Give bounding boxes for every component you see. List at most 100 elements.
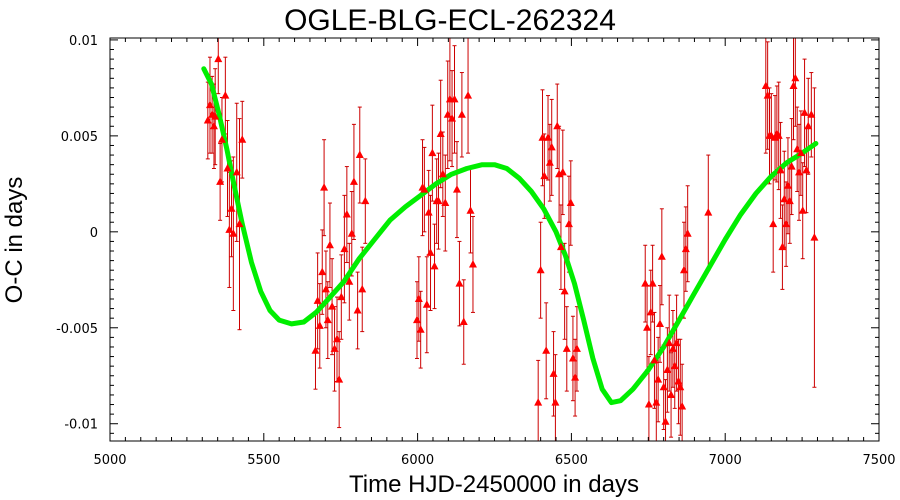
data-point-marker-79 xyxy=(560,286,569,295)
data-point-marker-94 xyxy=(655,319,664,327)
data-point-marker-32 xyxy=(345,277,354,285)
data-point-marker-28 xyxy=(335,375,344,383)
data-point-marker-125 xyxy=(787,162,796,170)
data-point-marker-96 xyxy=(659,382,668,391)
data-point-marker-8 xyxy=(217,135,226,143)
y-axis-ticks: -0.01 -0.005 0 0.005 0.01 xyxy=(56,34,879,434)
data-point-marker-40 xyxy=(414,294,423,302)
data-point-marker-23 xyxy=(323,315,332,324)
data-point-marker-136 xyxy=(810,233,819,241)
data-point-marker-45 xyxy=(424,208,433,216)
data-point-marker-103 xyxy=(672,338,681,347)
data-point-marker-124 xyxy=(785,196,794,205)
data-point-marker-100 xyxy=(667,390,676,398)
data-point-marker-11 xyxy=(225,225,234,233)
data-point-6 xyxy=(216,38,221,95)
data-point-marker-132 xyxy=(800,108,809,116)
data-point-marker-73 xyxy=(549,369,558,377)
data-point-marker-101 xyxy=(668,344,677,352)
data-point-marker-64 xyxy=(468,259,477,268)
data-point-marker-29 xyxy=(337,292,346,301)
data-point-marker-48 xyxy=(430,261,439,270)
data-point-marker-36 xyxy=(355,150,364,159)
data-point-marker-43 xyxy=(420,185,429,193)
data-point-marker-5 xyxy=(211,112,220,120)
data-point-marker-33 xyxy=(347,229,356,237)
data-point-marker-50 xyxy=(434,196,443,205)
data-point-marker-46 xyxy=(426,248,435,256)
y-tick-label: 0.005 xyxy=(61,130,98,145)
data-point-marker-68 xyxy=(540,171,549,180)
data-point-marker-116 xyxy=(771,133,780,141)
data-point-127 xyxy=(793,38,798,127)
data-point-marker-91 xyxy=(650,355,659,364)
data-point-marker-37 xyxy=(358,284,367,293)
data-point-marker-131 xyxy=(798,206,807,214)
data-point-marker-7 xyxy=(216,177,225,185)
data-point-marker-56 xyxy=(448,114,457,122)
data-point-marker-126 xyxy=(789,81,798,89)
data-point-marker-31 xyxy=(342,210,351,218)
data-point-marker-53 xyxy=(441,198,450,207)
data-point-marker-97 xyxy=(661,417,670,425)
data-point-marker-109 xyxy=(683,229,692,237)
data-point-marker-57 xyxy=(450,94,459,103)
data-point-marker-41 xyxy=(416,325,425,333)
data-point-marker-75 xyxy=(553,121,562,130)
data-point-marker-72 xyxy=(547,142,556,151)
data-point-marker-133 xyxy=(802,165,811,174)
data-point-marker-54 xyxy=(443,110,452,118)
data-point-marker-71 xyxy=(545,158,554,166)
data-point-marker-78 xyxy=(558,167,567,176)
y-axis-label: O-C in days xyxy=(1,177,28,304)
x-tick-label: 7000 xyxy=(709,453,742,468)
data-point-marker-80 xyxy=(562,344,571,352)
data-point-marker-9 xyxy=(221,91,230,99)
data-point-marker-26 xyxy=(330,344,339,352)
data-point-marker-61 xyxy=(459,317,468,326)
data-point-marker-118 xyxy=(774,131,783,139)
data-point-marker-95 xyxy=(657,252,666,260)
data-point-marker-62 xyxy=(464,91,473,99)
fit-curve xyxy=(201,66,819,406)
data-point-marker-84 xyxy=(571,373,580,381)
data-point-marker-21 xyxy=(320,183,329,191)
x-tick-label: 5000 xyxy=(93,453,126,468)
data-point-marker-19 xyxy=(315,321,324,329)
data-point-marker-34 xyxy=(349,177,358,185)
data-point-marker-122 xyxy=(782,219,791,228)
data-point-marker-27 xyxy=(333,334,342,343)
data-point-marker-89 xyxy=(646,307,655,316)
x-tick-label: 6500 xyxy=(555,453,588,468)
data-point-marker-24 xyxy=(325,240,334,249)
data-point-marker-16 xyxy=(238,135,247,143)
data-point-marker-70 xyxy=(544,133,553,141)
y-tick-label: 0 xyxy=(90,226,98,241)
x-tick-label: 7500 xyxy=(862,453,895,468)
data-point-marker-98 xyxy=(663,365,672,373)
data-point-marker-115 xyxy=(769,219,778,228)
data-point-marker-85 xyxy=(572,344,581,352)
data-point-marker-59 xyxy=(455,279,464,287)
data-point-marker-12 xyxy=(227,204,236,212)
data-point-marker-129 xyxy=(795,167,804,176)
data-point-marker-92 xyxy=(652,398,661,406)
data-point-marker-105 xyxy=(676,382,685,391)
data-point-marker-134 xyxy=(804,121,813,130)
data-point-marker-99 xyxy=(665,338,674,347)
data-point-marker-123 xyxy=(783,181,792,189)
data-point-marker-82 xyxy=(566,198,575,207)
data-point-marker-76 xyxy=(555,169,564,178)
data-point-marker-102 xyxy=(670,361,679,370)
data-point-marker-58 xyxy=(452,185,461,193)
data-point-marker-120 xyxy=(778,242,787,251)
y-tick-label: 0.01 xyxy=(69,34,98,49)
data-point-marker-14 xyxy=(232,167,241,176)
plot-area xyxy=(201,37,819,441)
data-point-marker-104 xyxy=(674,377,683,385)
data-point-marker-127 xyxy=(791,73,800,82)
data-point-marker-1 xyxy=(203,116,212,124)
data-point-marker-44 xyxy=(422,300,431,308)
x-tick-label: 6000 xyxy=(401,453,434,468)
data-point-marker-106 xyxy=(678,401,687,410)
